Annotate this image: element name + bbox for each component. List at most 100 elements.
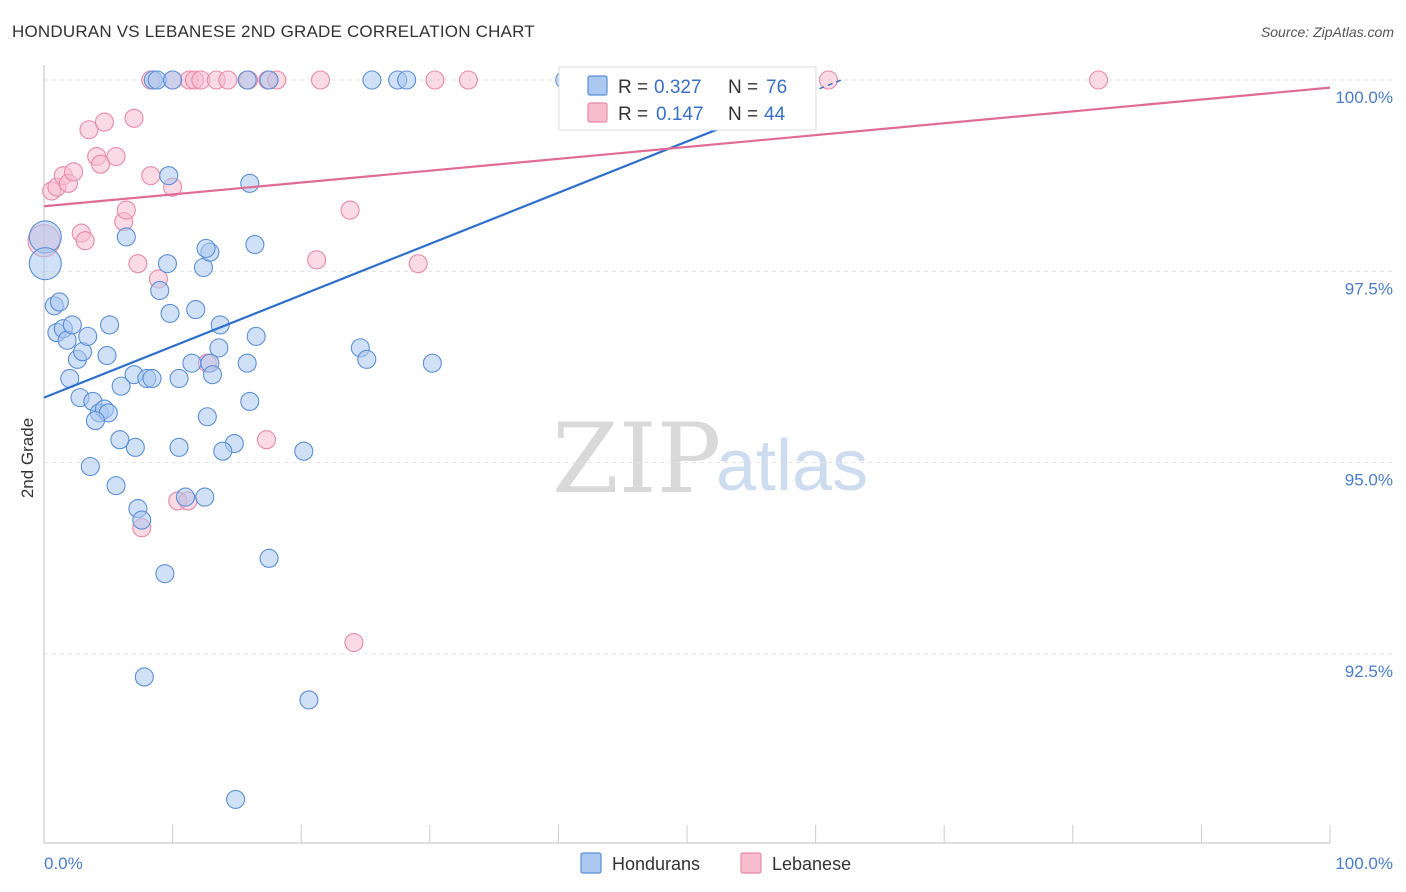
- chart-title: HONDURAN VS LEBANESE 2ND GRADE CORRELATI…: [12, 22, 535, 41]
- series-legend: Hondurans Lebanese: [580, 852, 851, 874]
- y-axis-label: 2nd Grade: [18, 418, 37, 498]
- point-honduran: [196, 238, 216, 258]
- axes: 92.5% 95.0% 97.5% 100.0% 0.0% 100.0%: [43, 65, 1393, 873]
- point-honduran: [78, 326, 98, 346]
- point-honduran: [169, 368, 189, 389]
- point-lebanese: [116, 200, 136, 220]
- series-legend-swatch-hondurans: [580, 852, 602, 874]
- point-honduran: [175, 487, 196, 507]
- legend-swatch-lebanese: [587, 102, 608, 123]
- series-legend-hondurans: Hondurans: [612, 854, 700, 874]
- point-honduran: [125, 437, 145, 457]
- y-tick-label: 95.0%: [1345, 471, 1393, 490]
- legend-r-value-2: 0.147: [656, 104, 704, 125]
- point-lebanese: [408, 254, 428, 274]
- point-honduran: [246, 326, 266, 346]
- y-tick-label: 97.5%: [1345, 279, 1393, 298]
- x-tick-label-start: 0.0%: [44, 854, 83, 873]
- point-honduran: [186, 300, 206, 320]
- point-honduran: [132, 510, 152, 530]
- point-honduran: [159, 166, 179, 186]
- point-honduran: [116, 227, 136, 247]
- point-honduran: [294, 441, 314, 461]
- point-honduran: [259, 548, 279, 568]
- legend-r-label-2: R =: [618, 104, 648, 125]
- x-tick-label-end: 100.0%: [1335, 854, 1393, 873]
- point-honduran: [169, 437, 189, 457]
- point-honduran: [62, 315, 82, 335]
- legend-r-value-1: 0.327: [654, 77, 702, 98]
- point-honduran: [182, 353, 202, 373]
- point-honduran: [213, 441, 233, 461]
- y-tick-label: 92.5%: [1345, 662, 1393, 681]
- point-lebanese: [75, 231, 95, 251]
- point-lebanese: [124, 108, 144, 128]
- legend-n-value-1: 76: [766, 77, 787, 98]
- point-lebanese: [91, 154, 111, 174]
- trendline-lebanese: [43, 86, 1331, 208]
- point-honduran: [362, 70, 382, 90]
- point-lebanese: [64, 162, 84, 182]
- point-honduran: [100, 315, 120, 335]
- point-lebanese: [256, 430, 277, 450]
- watermark-atlas: atlas: [716, 426, 868, 506]
- point-honduran: [142, 368, 162, 389]
- point-honduran: [106, 476, 126, 496]
- point-honduran: [111, 376, 131, 396]
- point-honduran: [160, 303, 180, 323]
- point-lebanese: [344, 632, 364, 653]
- series-legend-lebanese: Lebanese: [772, 854, 851, 874]
- point-honduran: [202, 365, 223, 385]
- stats-legend: R = 0.327 N = 76 R = 0.147 N = 44: [558, 66, 817, 131]
- point-lebanese: [128, 254, 148, 274]
- trendline-hondurans: [43, 127, 720, 399]
- point-honduran: [157, 254, 178, 274]
- point-honduran: [85, 411, 105, 431]
- point-honduran: [150, 280, 170, 301]
- point-honduran: [195, 487, 215, 507]
- point-honduran: [28, 247, 62, 281]
- point-honduran: [245, 234, 265, 255]
- point-lebanese: [425, 70, 445, 90]
- point-honduran: [422, 353, 442, 373]
- watermark-zip: ZIP: [552, 403, 721, 515]
- point-honduran: [397, 70, 417, 90]
- point-honduran: [237, 70, 257, 90]
- chart-source: Source: ZipAtlas.com: [1260, 24, 1394, 40]
- point-honduran: [49, 292, 69, 312]
- point-honduran: [240, 391, 260, 411]
- point-lebanese: [307, 250, 327, 270]
- point-lebanese: [106, 146, 126, 167]
- legend-n-label-1: N =: [728, 77, 758, 98]
- point-lebanese: [310, 70, 331, 90]
- point-lebanese: [94, 112, 114, 132]
- point-honduran: [259, 70, 279, 90]
- point-honduran: [134, 667, 154, 687]
- point-lebanese: [79, 120, 99, 140]
- point-lebanese: [458, 70, 478, 90]
- point-honduran: [357, 349, 377, 369]
- point-lebanese: [218, 70, 238, 90]
- y-tick-label: 100.0%: [1335, 88, 1393, 107]
- point-honduran: [237, 353, 257, 373]
- point-honduran: [240, 173, 260, 193]
- point-honduran: [80, 456, 100, 477]
- legend-swatch-hondurans: [587, 75, 608, 96]
- point-honduran: [209, 338, 229, 358]
- legend-n-value-2: 44: [764, 104, 786, 125]
- point-lebanese: [1088, 70, 1109, 90]
- series-legend-swatch-lebanese: [740, 852, 762, 874]
- point-honduran: [299, 690, 319, 710]
- point-honduran: [97, 345, 117, 366]
- point-honduran: [226, 789, 246, 809]
- legend-n-label-2: N =: [728, 104, 758, 125]
- point-lebanese: [141, 166, 161, 186]
- legend-r-label-1: R =: [618, 77, 648, 98]
- point-honduran: [155, 564, 175, 584]
- point-lebanese: [818, 70, 839, 90]
- point-honduran: [163, 70, 183, 90]
- point-honduran: [110, 430, 130, 450]
- point-honduran: [197, 407, 217, 427]
- point-lebanese: [340, 200, 360, 220]
